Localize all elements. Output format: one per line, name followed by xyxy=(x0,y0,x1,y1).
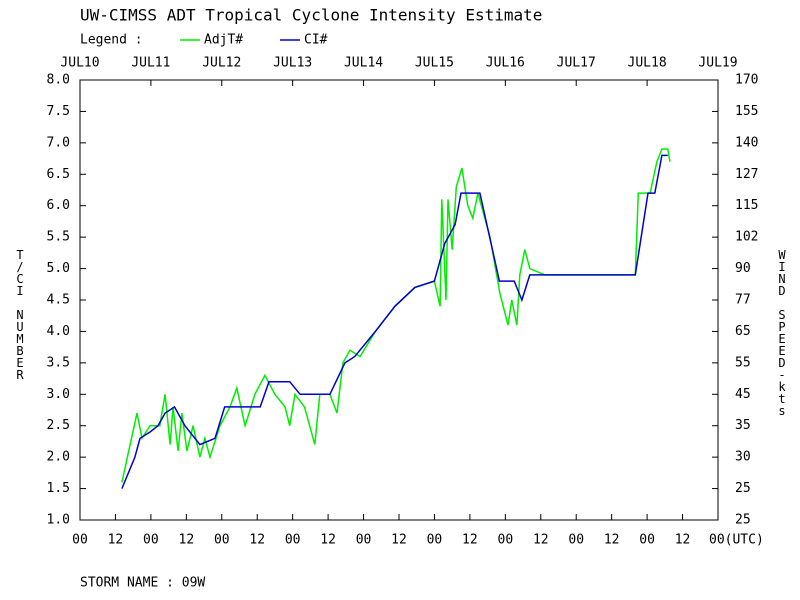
x-tick-label: 00 xyxy=(356,533,372,548)
y-tick-label: 8.0 xyxy=(47,73,70,88)
y2-tick-label: 140 xyxy=(735,135,758,150)
y2-tick-label: 90 xyxy=(735,261,751,276)
x-tick-label: 00 xyxy=(214,533,230,548)
y2-tick-label: 102 xyxy=(735,230,758,245)
x-tick-label: 12 xyxy=(533,533,549,548)
y-tick-label: 5.0 xyxy=(47,261,70,276)
y-tick-label: 1.0 xyxy=(47,513,70,528)
y-tick-label: 3.5 xyxy=(47,355,70,370)
y-tick-label: 7.5 xyxy=(47,104,70,119)
y2-tick-label: 127 xyxy=(735,167,758,182)
date-tick-label: JUL11 xyxy=(131,56,170,71)
date-tick-label: JUL19 xyxy=(698,56,737,71)
y-tick-label: 4.0 xyxy=(47,324,70,339)
legend-label: AdjT# xyxy=(204,33,243,48)
y-tick-label: 7.0 xyxy=(47,135,70,150)
data-line xyxy=(121,154,668,489)
x-tick-label: 12 xyxy=(391,533,407,548)
y-tick-label: 6.0 xyxy=(47,198,70,213)
x-tick-label: 12 xyxy=(179,533,195,548)
x-tick-label: 00 xyxy=(427,533,443,548)
date-tick-label: JUL16 xyxy=(486,56,525,71)
legend-title: Legend : xyxy=(80,33,143,48)
x-tick-label: 00 xyxy=(143,533,159,548)
y-tick-label: 2.0 xyxy=(47,450,70,465)
y-tick-label: 1.5 xyxy=(47,481,70,496)
x-tick-label: 00 xyxy=(498,533,514,548)
date-tick-label: JUL15 xyxy=(415,56,454,71)
x-tick-label: 00 xyxy=(285,533,301,548)
y2-tick-label: 170 xyxy=(735,73,758,88)
date-tick-label: JUL14 xyxy=(344,56,383,71)
x-tick-label: 00(UTC) xyxy=(709,533,764,548)
y2-tick-label: 25 xyxy=(735,481,751,496)
x-tick-label: 00 xyxy=(568,533,584,548)
date-tick-label: JUL13 xyxy=(273,56,312,71)
x-tick-label: 12 xyxy=(675,533,691,548)
storm-name: STORM NAME : 09W xyxy=(80,576,205,591)
y-tick-label: 6.5 xyxy=(47,167,70,182)
y-tick-label: 5.5 xyxy=(47,230,70,245)
y-tick-label: 4.5 xyxy=(47,293,70,308)
y2-tick-label: 25 xyxy=(735,513,751,528)
x-tick-label: 12 xyxy=(320,533,336,548)
date-tick-label: JUL12 xyxy=(202,56,241,71)
y-tick-label: 3.0 xyxy=(47,387,70,402)
date-tick-label: JUL10 xyxy=(60,56,99,71)
legend-label: CI# xyxy=(304,33,328,48)
y-tick-label: 2.5 xyxy=(47,418,70,433)
y2-axis-label: WIND SPEED-kts xyxy=(775,248,789,416)
x-tick-label: 12 xyxy=(249,533,265,548)
y-axis-label: T/CI NUMBER xyxy=(13,248,27,380)
x-tick-label: 12 xyxy=(604,533,620,548)
date-tick-label: JUL18 xyxy=(628,56,667,71)
x-tick-label: 12 xyxy=(462,533,478,548)
y2-tick-label: 45 xyxy=(735,387,751,402)
y2-tick-label: 155 xyxy=(735,104,758,119)
y2-tick-label: 115 xyxy=(735,198,758,213)
y2-tick-label: 65 xyxy=(735,324,751,339)
x-tick-label: 12 xyxy=(108,533,124,548)
y2-tick-label: 30 xyxy=(735,450,751,465)
date-tick-label: JUL17 xyxy=(557,56,596,71)
x-tick-label: 00 xyxy=(72,533,88,548)
chart-title: UW-CIMSS ADT Tropical Cyclone Intensity … xyxy=(80,6,542,25)
x-tick-label: 00 xyxy=(639,533,655,548)
y2-tick-label: 77 xyxy=(735,293,751,308)
y2-tick-label: 35 xyxy=(735,418,751,433)
y2-tick-label: 55 xyxy=(735,355,751,370)
